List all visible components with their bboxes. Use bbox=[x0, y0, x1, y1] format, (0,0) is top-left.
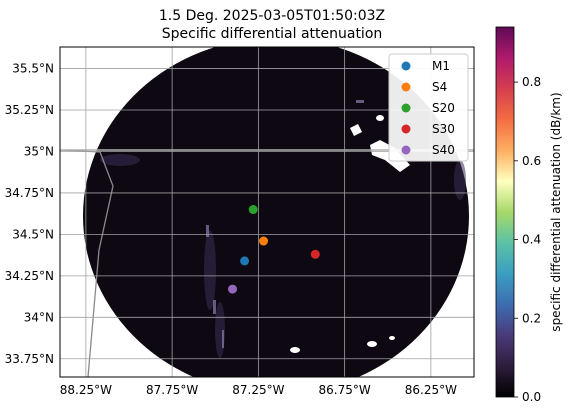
x-tick-label: 87.75°W bbox=[146, 383, 198, 397]
legend-label: S20 bbox=[432, 101, 455, 115]
station-marker bbox=[228, 284, 237, 294]
legend-marker bbox=[401, 124, 411, 134]
legend-marker bbox=[401, 61, 411, 71]
x-tick-label: 87.25°W bbox=[232, 383, 284, 397]
y-tick-label: 34.25°N bbox=[5, 269, 54, 283]
x-tick-label: 86.75°W bbox=[319, 383, 371, 397]
colorbar-tick-label: 0.4 bbox=[522, 233, 541, 247]
legend-label: S4 bbox=[432, 80, 447, 94]
radar-coverage bbox=[83, 47, 469, 377]
station-markers bbox=[228, 205, 320, 294]
colorbar-gradient bbox=[495, 26, 515, 398]
y-tick-label: 34.5°N bbox=[12, 227, 54, 241]
legend-marker bbox=[401, 103, 411, 113]
y-tick-label: 33.75°N bbox=[5, 352, 54, 366]
y-tick-label: 35°N bbox=[24, 144, 54, 158]
y-tick-label: 35.5°N bbox=[12, 62, 54, 76]
colorbar-tick-label: 0.2 bbox=[522, 311, 541, 325]
legend-label: S30 bbox=[432, 122, 455, 136]
y-tick-label: 34°N bbox=[24, 310, 54, 324]
y-axis: 35.5°N 35.25°N 35°N 34.75°N 34.5°N 34.25°N 34°… bbox=[5, 62, 54, 366]
station-marker bbox=[310, 249, 320, 259]
title-line1: 1.5 Deg. 2025-03-05T01:50:03Z bbox=[159, 8, 385, 24]
map-frame bbox=[59, 46, 475, 378]
radar-echoes bbox=[100, 154, 466, 358]
legend-label: M1 bbox=[432, 59, 450, 73]
y-tick-label: 34.75°N bbox=[5, 186, 54, 200]
title-line2: Specific differential attenuation bbox=[162, 26, 383, 42]
station-marker bbox=[259, 236, 269, 246]
colorbar-tick-label: 0.6 bbox=[522, 154, 541, 168]
legend-marker bbox=[401, 82, 411, 92]
radar-echoes-light bbox=[206, 100, 364, 348]
colorbar-tick-label: 0.0 bbox=[522, 390, 541, 404]
station-marker bbox=[240, 256, 250, 266]
legend-marker bbox=[401, 145, 411, 155]
legend-label: S40 bbox=[432, 143, 455, 157]
x-axis: 88.25°W 87.75°W 87.25°W 86.75°W 86.25°W bbox=[60, 383, 457, 397]
x-tick-label: 86.25°W bbox=[405, 383, 457, 397]
legend-box bbox=[388, 53, 469, 162]
station-marker bbox=[248, 205, 258, 215]
map-area: 88.25°W 87.75°W 87.25°W 86.75°W 86.25°W 35.5… bbox=[5, 46, 475, 397]
x-tick-label: 88.25°W bbox=[60, 383, 112, 397]
colorbar: 0.0 0.2 0.4 0.6 0.8 specific differential at… bbox=[495, 26, 563, 404]
legend: M1 S4 S20 S30 S40 bbox=[388, 53, 469, 162]
y-tick-label: 35.25°N bbox=[5, 103, 54, 117]
colorbar-tick-label: 0.8 bbox=[522, 75, 541, 89]
colorbar-label: specific differential attenuation (dB/km… bbox=[549, 92, 563, 331]
